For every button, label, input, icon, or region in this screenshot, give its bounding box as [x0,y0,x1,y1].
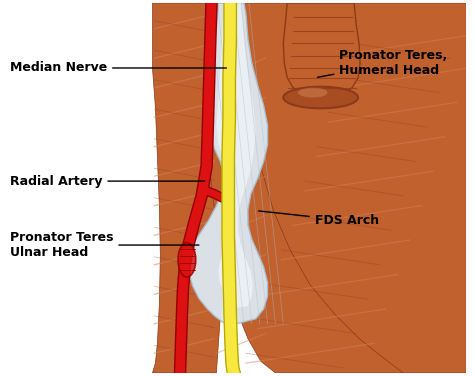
Polygon shape [283,3,360,97]
Polygon shape [217,3,256,308]
Ellipse shape [283,87,358,108]
Ellipse shape [178,243,196,277]
Ellipse shape [298,88,328,97]
Polygon shape [207,3,403,373]
Text: Radial Artery: Radial Artery [10,174,205,188]
Text: Median Nerve: Median Nerve [10,62,227,74]
Text: Pronator Teres
Ulnar Head: Pronator Teres Ulnar Head [10,231,199,259]
Polygon shape [189,3,267,326]
Polygon shape [236,3,466,373]
Text: FDS Arch: FDS Arch [258,211,379,227]
Polygon shape [153,3,222,373]
Text: Pronator Teres,
Humeral Head: Pronator Teres, Humeral Head [318,49,447,77]
